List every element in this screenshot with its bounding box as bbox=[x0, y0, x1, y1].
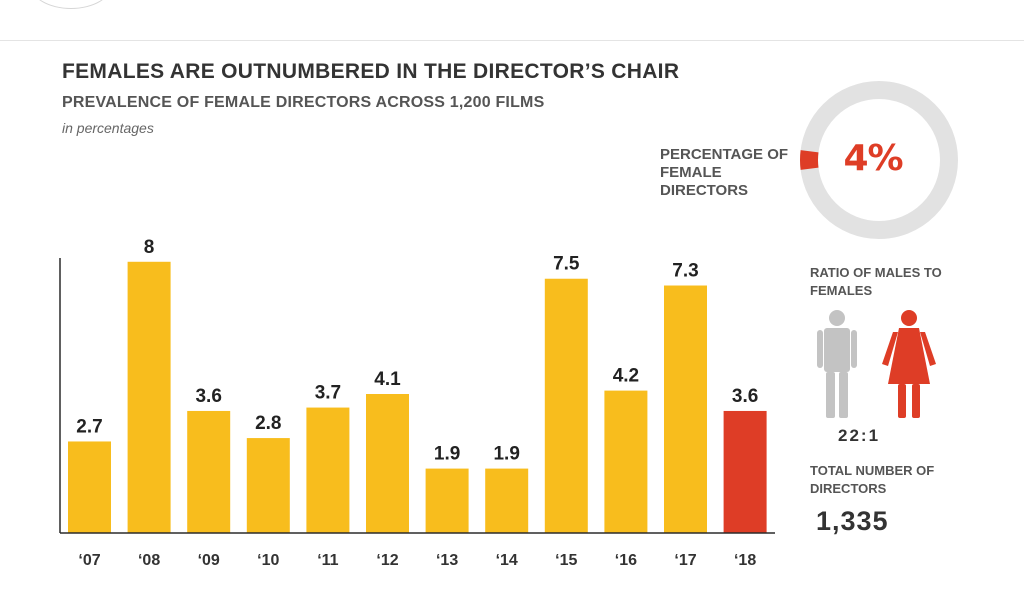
donut-female-slice bbox=[800, 150, 819, 170]
bar-value-label-11: 3.6 bbox=[732, 386, 758, 407]
bar-4 bbox=[306, 407, 350, 533]
bar-10 bbox=[664, 285, 707, 533]
bar-7 bbox=[485, 468, 529, 533]
x-tick-label-3: ‘10 bbox=[257, 552, 279, 569]
x-tick-label-5: ‘12 bbox=[376, 552, 398, 569]
bar-value-label-3: 2.8 bbox=[255, 413, 281, 434]
male-figure-icon bbox=[817, 310, 857, 418]
bar-1 bbox=[127, 261, 171, 533]
bar-2 bbox=[187, 410, 231, 533]
x-tick-label-6: ‘13 bbox=[436, 552, 458, 569]
x-tick-label-11: ‘18 bbox=[734, 552, 756, 569]
x-tick-label-2: ‘09 bbox=[198, 552, 220, 569]
bar-value-label-10: 7.3 bbox=[672, 261, 698, 282]
total-directors-label: TOTAL NUMBER OF DIRECTORS bbox=[810, 463, 935, 496]
bar-11 bbox=[723, 410, 767, 533]
chart-subtitle: PREVALENCE OF FEMALE DIRECTORS ACROSS 1,… bbox=[62, 94, 545, 111]
ratio-label: RATIO OF MALES TO FEMALES bbox=[810, 265, 942, 298]
bar-value-label-1: 8 bbox=[144, 237, 155, 258]
bar-value-label-6: 1.9 bbox=[434, 444, 460, 465]
donut-chart bbox=[800, 81, 958, 239]
donut-label: PERCENTAGE OF FEMALE DIRECTORS bbox=[660, 146, 789, 199]
x-tick-label-8: ‘15 bbox=[555, 552, 577, 569]
unit-note: in percentages bbox=[62, 120, 154, 136]
bar-value-label-2: 3.6 bbox=[195, 386, 221, 407]
bar-value-label-8: 7.5 bbox=[553, 254, 580, 275]
bar-3 bbox=[246, 438, 290, 533]
bar-value-label-4: 3.7 bbox=[315, 383, 341, 404]
ratio-value: 22:1 bbox=[838, 426, 881, 445]
x-tick-label-4: ‘11 bbox=[317, 552, 338, 569]
bar-value-label-7: 1.9 bbox=[493, 444, 519, 465]
x-tick-label-10: ‘17 bbox=[674, 552, 696, 569]
bar-value-label-0: 2.7 bbox=[76, 416, 102, 437]
top-bar bbox=[0, 0, 1024, 41]
total-directors-value: 1,335 bbox=[816, 506, 889, 536]
x-tick-label-0: ‘07 bbox=[78, 552, 100, 569]
bar-value-label-9: 4.2 bbox=[613, 366, 639, 387]
bar-8 bbox=[544, 278, 588, 533]
x-tick-label-9: ‘16 bbox=[615, 552, 637, 569]
female-figure-icon bbox=[882, 310, 936, 418]
bar-plot: 2.7 ‘07 8 ‘08 3.6 ‘09 2.8 ‘10 3.7 ‘11 4.1 ‘12 1.9 ‘13… bbox=[68, 237, 767, 569]
x-tick-label-7: ‘14 bbox=[496, 552, 518, 569]
bar-0 bbox=[68, 441, 111, 533]
chart-title: FEMALES ARE OUTNUMBERED IN THE DIRECTOR’… bbox=[62, 60, 680, 83]
bar-5 bbox=[366, 394, 409, 533]
bar-value-label-5: 4.1 bbox=[374, 369, 401, 390]
bar-6 bbox=[425, 468, 469, 533]
bar-9 bbox=[604, 390, 648, 533]
donut-value: 4% bbox=[843, 138, 903, 179]
x-tick-label-1: ‘08 bbox=[138, 552, 160, 569]
